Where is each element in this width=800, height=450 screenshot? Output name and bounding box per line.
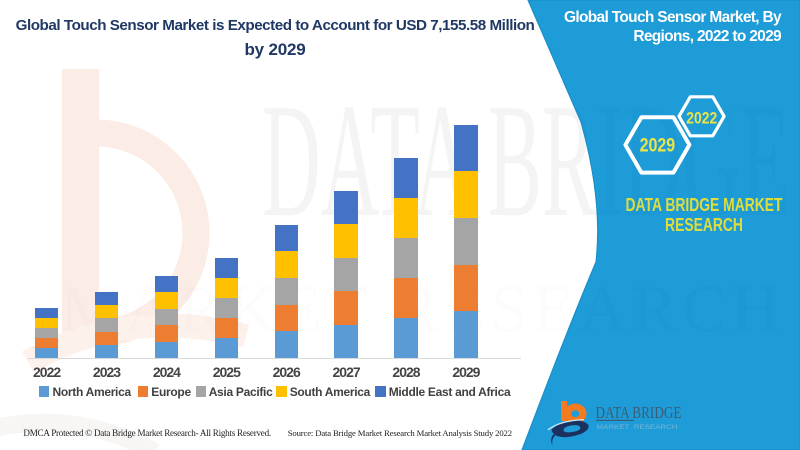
svg-text:MARKET RESEARCH: MARKET RESEARCH <box>60 272 780 346</box>
svg-text:MARKET RESEARCH: MARKET RESEARCH <box>597 424 678 431</box>
svg-text:2029: 2029 <box>640 134 676 156</box>
svg-text:2022: 2022 <box>686 109 717 128</box>
svg-text:DATA BRIDGE: DATA BRIDGE <box>596 403 682 422</box>
